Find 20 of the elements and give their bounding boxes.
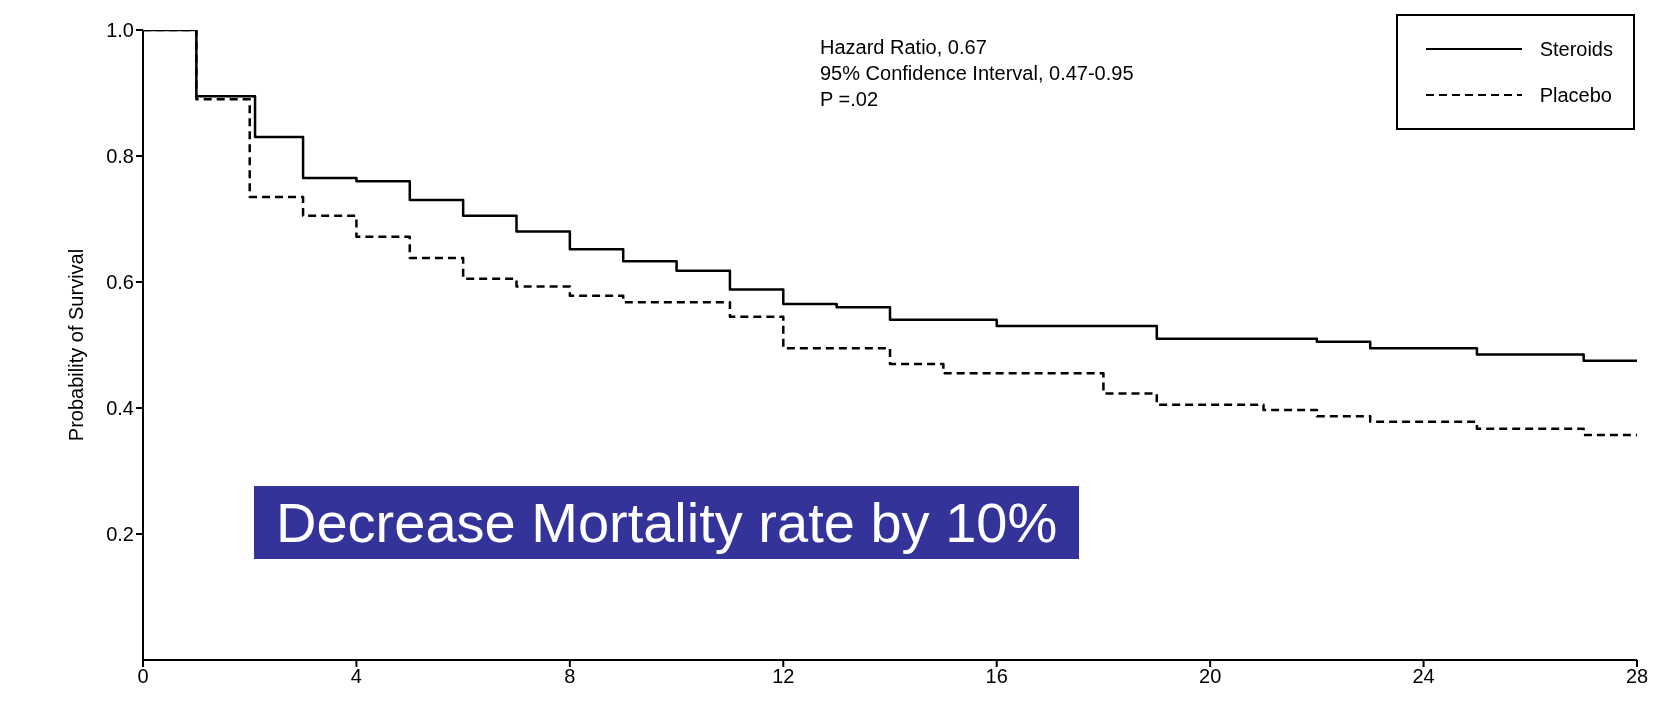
annotation: Hazard Ratio, 0.67 xyxy=(820,36,987,58)
x-tick-label: 24 xyxy=(1412,665,1435,688)
y-tick-label: 0.2 xyxy=(106,523,134,546)
x-tick-label: 4 xyxy=(350,665,362,688)
x-tick-label: 20 xyxy=(1199,665,1222,688)
annotation: P =.02 xyxy=(820,88,879,110)
legend-label: Steroids xyxy=(1539,37,1613,61)
x-tick-label: 0 xyxy=(137,665,149,688)
y-tick-label: 0.4 xyxy=(106,397,134,420)
legend-label: Placebo xyxy=(1539,83,1612,107)
y-tick-label: 0.8 xyxy=(106,145,134,168)
x-tick-label: 16 xyxy=(985,665,1008,688)
y-tick-label: 1.0 xyxy=(106,19,134,42)
x-tick-label: 8 xyxy=(564,665,576,688)
y-tick-label: 0.6 xyxy=(106,271,134,294)
x-tick-label: 28 xyxy=(1625,665,1649,688)
annotation: Decrease Mortality rate by 10% xyxy=(254,486,1080,559)
x-tick-label: 12 xyxy=(772,665,795,688)
y-axis-title: Probability of Survival xyxy=(65,248,88,442)
annotation: 95% Confidence Interval, 0.47-0.95 xyxy=(820,62,1134,84)
